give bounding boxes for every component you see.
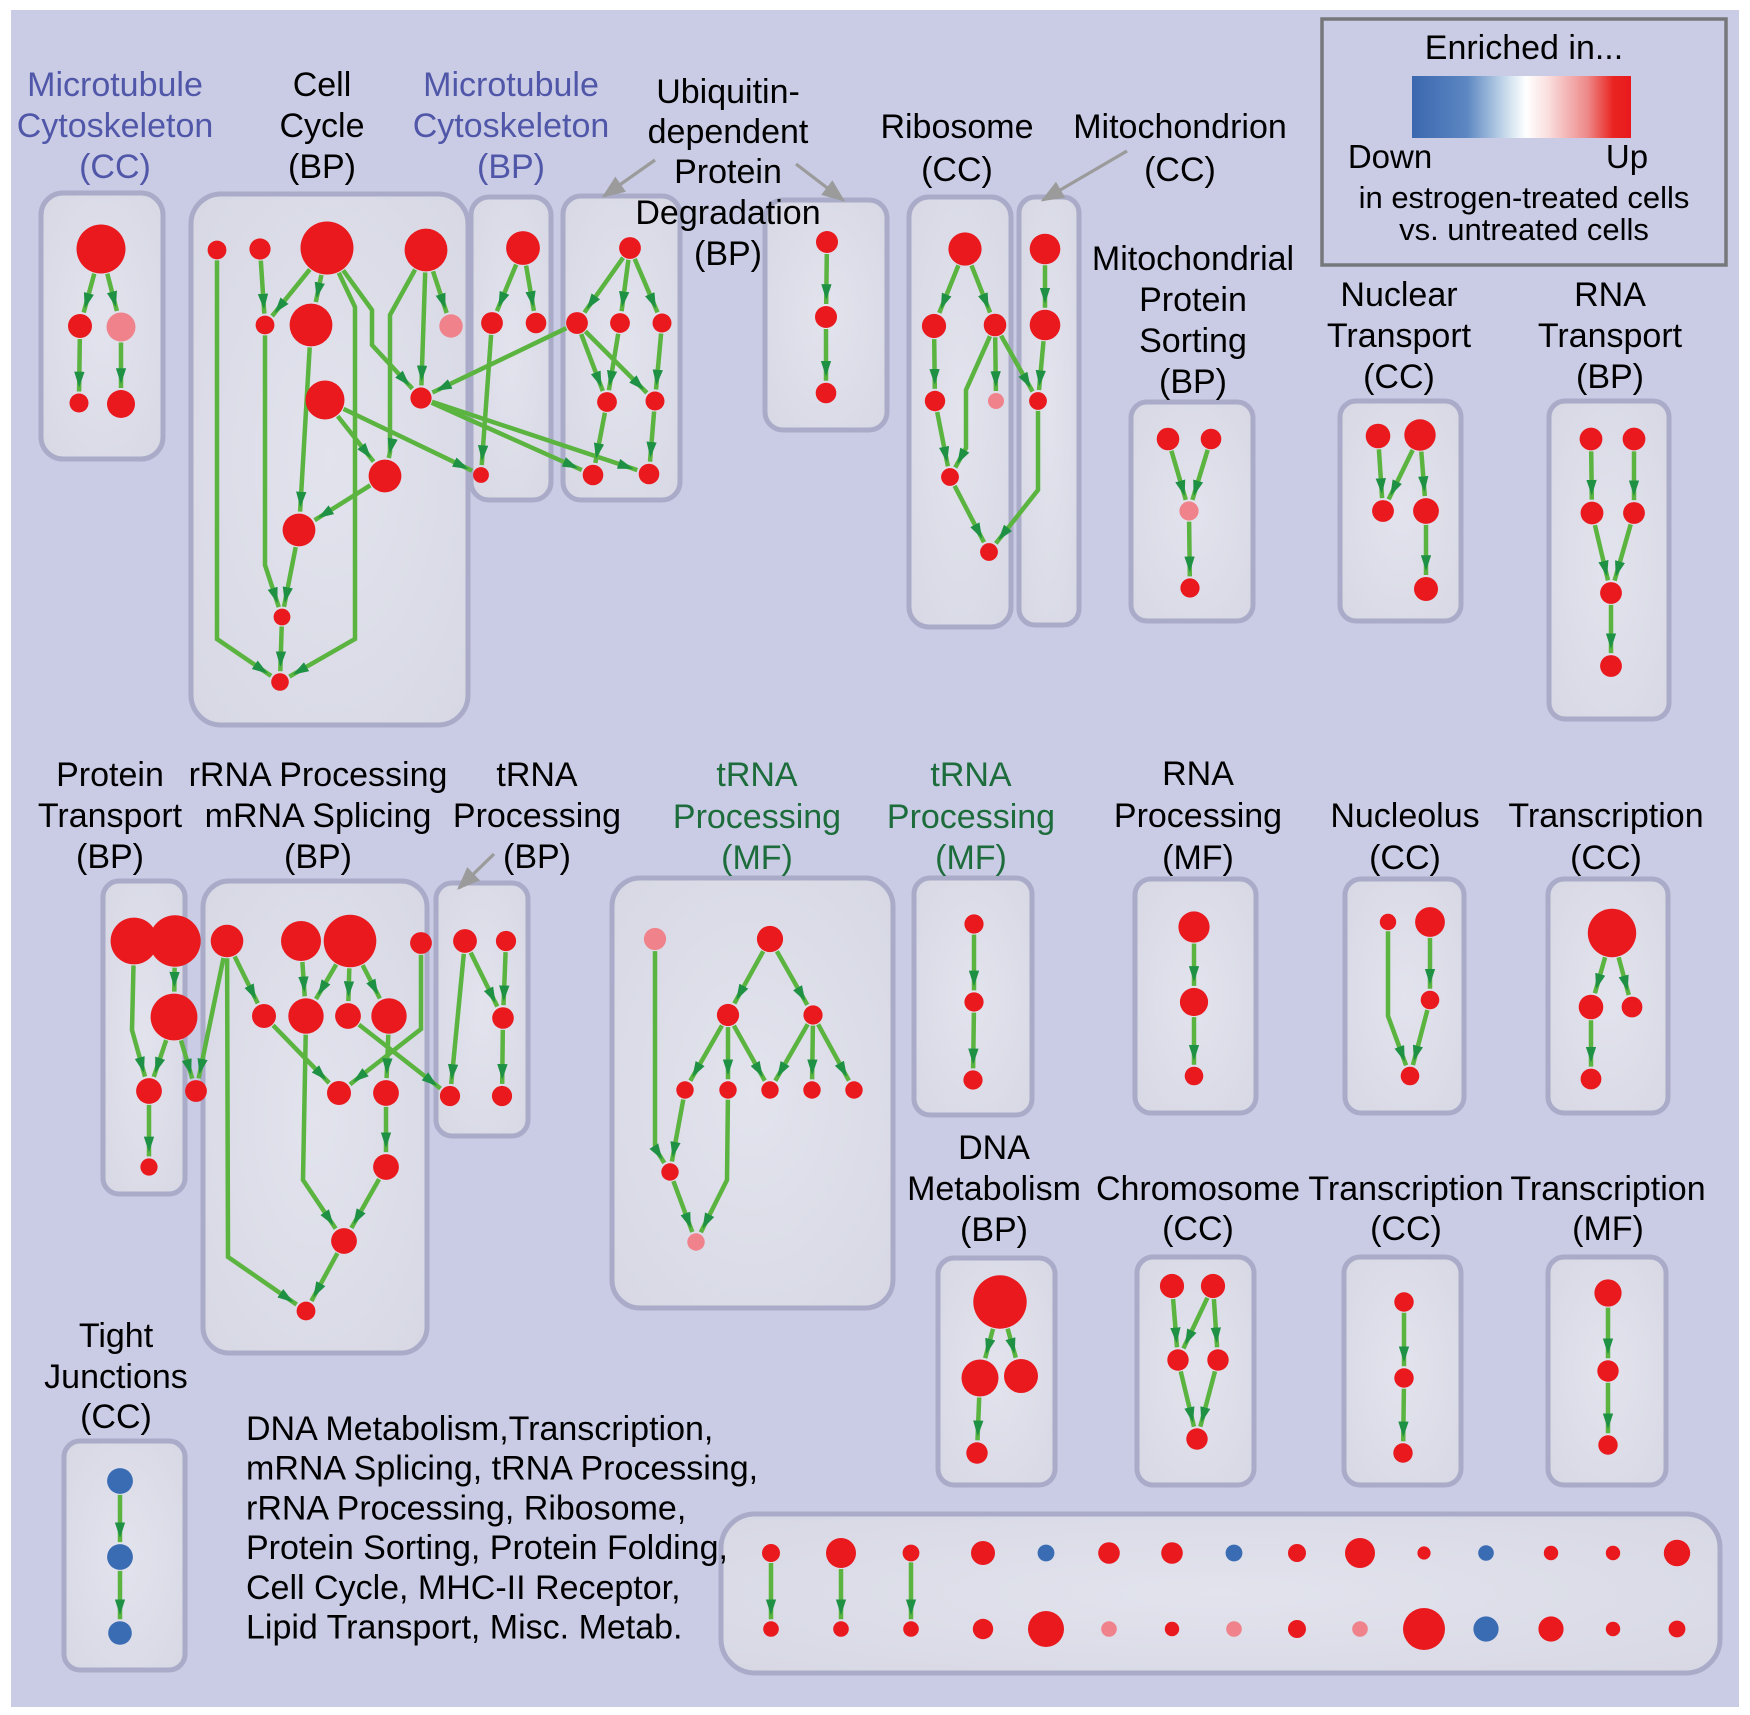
svg-text:DNA Metabolism,Transcription,: DNA Metabolism,Transcription,	[246, 1410, 713, 1448]
svg-text:DNA: DNA	[958, 1129, 1030, 1167]
svg-text:Microtubule: Microtubule	[27, 66, 203, 104]
svg-text:Up: Up	[1606, 138, 1648, 175]
svg-text:(CC): (CC)	[1370, 1210, 1442, 1248]
svg-text:Chromosome: Chromosome	[1096, 1170, 1300, 1208]
svg-text:(BP): (BP)	[503, 838, 571, 876]
svg-text:rRNA Processing: rRNA Processing	[189, 756, 448, 794]
svg-text:(MF): (MF)	[721, 839, 793, 877]
svg-text:tRNA: tRNA	[496, 756, 578, 794]
svg-text:Protein: Protein	[674, 153, 782, 191]
svg-text:Nucleolus: Nucleolus	[1330, 797, 1479, 835]
svg-text:Protein: Protein	[56, 756, 164, 794]
svg-text:(CC): (CC)	[79, 148, 151, 186]
svg-text:Cytoskeleton: Cytoskeleton	[17, 107, 214, 145]
svg-text:Cytoskeleton: Cytoskeleton	[413, 107, 610, 145]
svg-text:(BP): (BP)	[960, 1211, 1028, 1249]
svg-text:Enriched in...: Enriched in...	[1425, 29, 1623, 67]
svg-text:in estrogen-treated cells: in estrogen-treated cells	[1359, 180, 1690, 215]
svg-text:Transcription: Transcription	[1308, 1170, 1503, 1208]
svg-text:Transcription: Transcription	[1508, 797, 1703, 835]
svg-text:Cycle: Cycle	[279, 107, 364, 145]
svg-text:Microtubule: Microtubule	[423, 66, 599, 104]
svg-text:dependent: dependent	[648, 113, 809, 151]
svg-text:Protein: Protein	[1139, 281, 1247, 319]
svg-text:tRNA: tRNA	[716, 756, 798, 794]
svg-text:Transport: Transport	[1327, 317, 1472, 355]
svg-text:(MF): (MF)	[935, 839, 1007, 877]
svg-text:Transport: Transport	[1538, 317, 1683, 355]
svg-text:Down: Down	[1348, 138, 1432, 175]
svg-text:Lipid Transport, Misc. Metab.: Lipid Transport, Misc. Metab.	[246, 1609, 683, 1647]
svg-text:(CC): (CC)	[1363, 358, 1435, 396]
svg-text:Cell Cycle, MHC-II Receptor,: Cell Cycle, MHC-II Receptor,	[246, 1569, 681, 1607]
svg-text:Processing: Processing	[887, 798, 1055, 836]
svg-text:vs. untreated cells: vs. untreated cells	[1399, 212, 1649, 247]
svg-text:Sorting: Sorting	[1139, 322, 1247, 360]
svg-text:Mitochondrion: Mitochondrion	[1073, 108, 1287, 146]
svg-text:Ribosome: Ribosome	[880, 108, 1033, 146]
svg-text:Metabolism: Metabolism	[907, 1170, 1081, 1208]
svg-text:(BP): (BP)	[477, 148, 545, 186]
svg-text:(MF): (MF)	[1162, 839, 1234, 877]
svg-text:(CC): (CC)	[1144, 151, 1216, 189]
svg-text:mRNA Splicing, tRNA Processing: mRNA Splicing, tRNA Processing,	[246, 1450, 758, 1488]
svg-text:Processing: Processing	[673, 798, 841, 836]
svg-text:Degradation: Degradation	[635, 194, 820, 232]
svg-text:Processing: Processing	[453, 797, 621, 835]
svg-text:Transcription: Transcription	[1510, 1170, 1705, 1208]
svg-text:Transport: Transport	[38, 797, 183, 835]
svg-text:(BP): (BP)	[1159, 363, 1227, 401]
svg-text:Ubiquitin-: Ubiquitin-	[656, 73, 800, 111]
svg-text:Cell: Cell	[293, 66, 352, 104]
svg-text:RNA: RNA	[1162, 755, 1234, 793]
svg-text:(CC): (CC)	[1369, 839, 1441, 877]
svg-text:(BP): (BP)	[288, 148, 356, 186]
svg-text:(CC): (CC)	[1162, 1210, 1234, 1248]
svg-text:(CC): (CC)	[80, 1398, 152, 1436]
svg-text:(CC): (CC)	[1570, 839, 1642, 877]
svg-text:Protein Sorting, Protein Foldi: Protein Sorting, Protein Folding,	[246, 1529, 728, 1567]
svg-text:(BP): (BP)	[694, 235, 762, 273]
svg-text:Mitochondrial: Mitochondrial	[1092, 240, 1294, 278]
svg-text:(BP): (BP)	[1576, 358, 1644, 396]
svg-text:(BP): (BP)	[76, 838, 144, 876]
svg-text:(CC): (CC)	[921, 151, 993, 189]
svg-text:RNA: RNA	[1574, 276, 1646, 314]
svg-text:Processing: Processing	[1114, 797, 1282, 835]
svg-text:(MF): (MF)	[1572, 1210, 1644, 1248]
svg-text:Nuclear: Nuclear	[1340, 276, 1457, 314]
svg-text:tRNA: tRNA	[930, 756, 1012, 794]
svg-text:mRNA Splicing: mRNA Splicing	[205, 797, 432, 835]
svg-text:Tight: Tight	[79, 1317, 154, 1355]
svg-text:(BP): (BP)	[284, 838, 352, 876]
svg-text:Junctions: Junctions	[44, 1358, 188, 1396]
svg-text:rRNA Processing, Ribosome,: rRNA Processing, Ribosome,	[246, 1489, 686, 1527]
